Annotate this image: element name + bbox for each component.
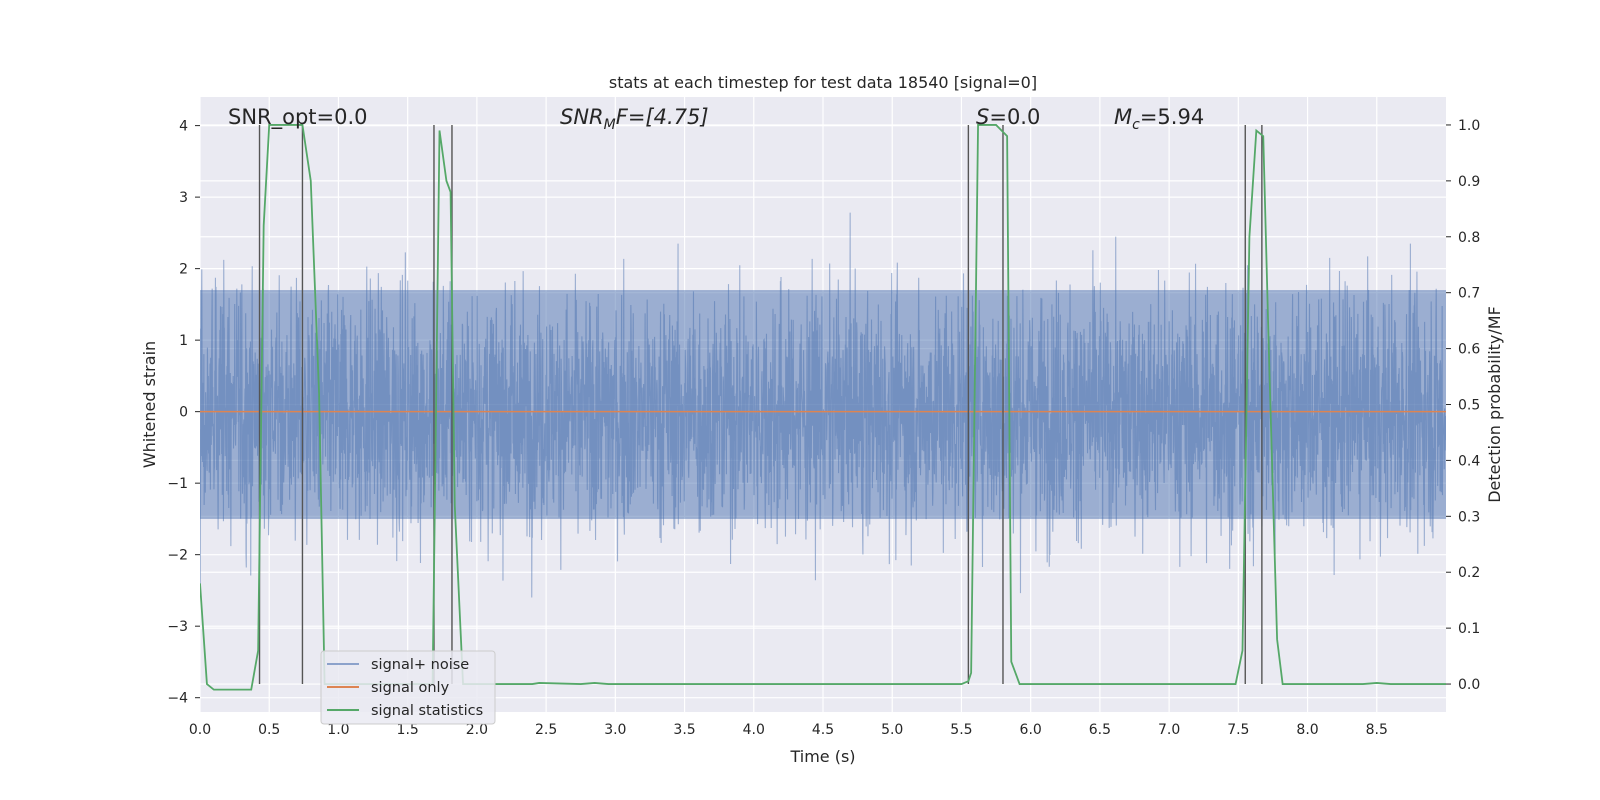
y-tick-label: 0: [179, 405, 188, 421]
axes: 0.0 0.5 1.0 1.5 2.0 2.5 3.0 3.5 4.0 4.5 5.0 5.5 6.0 6…: [167, 118, 1480, 738]
y2-tick-label: 0.6: [1458, 342, 1480, 358]
x-tick-label: 8.5: [1366, 722, 1388, 738]
y2-tick-label: 0.3: [1458, 509, 1480, 525]
signal-noise-line: [200, 212, 1446, 598]
x-tick-label: 7.0: [1158, 722, 1180, 738]
snr-mf-prefix: SNR: [560, 105, 604, 129]
y-tick-label: −2: [167, 548, 188, 564]
chart-title: stats at each timestep for test data 185…: [609, 73, 1037, 92]
x-tick-label: 4.5: [812, 722, 834, 738]
y-tick-label: −4: [167, 691, 188, 707]
x-tick-label: 0.0: [189, 722, 211, 738]
y2-tick-label: 0.5: [1458, 398, 1480, 414]
x-tick-label: 1.0: [327, 722, 349, 738]
mc-subscript: c: [1132, 117, 1140, 133]
annotation-s: S=0.0: [976, 105, 1040, 129]
y2-tick-label: 0.2: [1458, 565, 1480, 581]
y-axis-label: Whitened strain: [140, 341, 159, 468]
y2-tick-label: 0.1: [1458, 621, 1480, 637]
legend-box: [320, 650, 496, 725]
x-tick-label: 3.0: [604, 722, 626, 738]
legend-label-signal-only: signal only: [371, 680, 450, 696]
annotation-mc: Mc=5.94: [1114, 105, 1204, 133]
signal-statistics-line: [200, 124, 1446, 691]
x-tick-label: 5.0: [881, 722, 903, 738]
legend-label-signal-statistics: signal statistics: [371, 703, 483, 719]
y-tick-label: 2: [179, 262, 188, 278]
s-suffix: =0.0: [989, 105, 1040, 129]
legend-label-signal-noise: signal+ noise: [371, 657, 469, 673]
x-tick-label: 7.5: [1227, 722, 1249, 738]
y-tick-label: 3: [179, 190, 188, 206]
x-tick-label: 8.0: [1296, 722, 1318, 738]
y2-tick-label: 0.8: [1458, 230, 1480, 246]
x-tick-label: 3.5: [673, 722, 695, 738]
s-prefix: S: [976, 105, 989, 129]
x-tick-label: 4.0: [743, 722, 765, 738]
signal-noise-series: [200, 212, 1446, 598]
y-tick-label: 1: [179, 333, 188, 349]
y2-tick-label: 0.4: [1458, 453, 1480, 469]
y2-tick-label: 0.7: [1458, 286, 1480, 302]
annotation-snr-mf: SNRMF=[4.75]: [560, 105, 709, 133]
x-tick-label: 0.5: [258, 722, 280, 738]
x-tick-label: 6.5: [1089, 722, 1111, 738]
x-tick-label: 2.5: [535, 722, 557, 738]
x-tick-label: 5.5: [950, 722, 972, 738]
snr-mf-subscript: M: [604, 117, 616, 133]
signal-statistics-series: [200, 124, 1446, 691]
y2-tick-label: 1.0: [1458, 118, 1480, 134]
y-tick-label: −3: [167, 619, 188, 635]
annotation-snr-opt: SNR_opt=0.0: [228, 105, 368, 130]
mc-prefix: M: [1114, 105, 1132, 129]
y2-tick-label: 0.9: [1458, 174, 1480, 190]
x-tick-label: 2.0: [466, 722, 488, 738]
y2-tick-label: 0.0: [1458, 677, 1480, 693]
x-axis-label: Time (s): [789, 747, 855, 766]
x-tick-label: 1.5: [397, 722, 419, 738]
y-tick-label: −1: [167, 476, 188, 492]
x-tick-label: 6.0: [1020, 722, 1042, 738]
y2-axis-label: Detection probability/MF: [1485, 306, 1504, 503]
legend: signal+ noise signal only signal statist…: [320, 650, 496, 725]
y-tick-label: 4: [179, 119, 188, 135]
snr-mf-suffix: F=[4.75]: [616, 105, 709, 129]
mc-suffix: =5.94: [1140, 105, 1204, 129]
